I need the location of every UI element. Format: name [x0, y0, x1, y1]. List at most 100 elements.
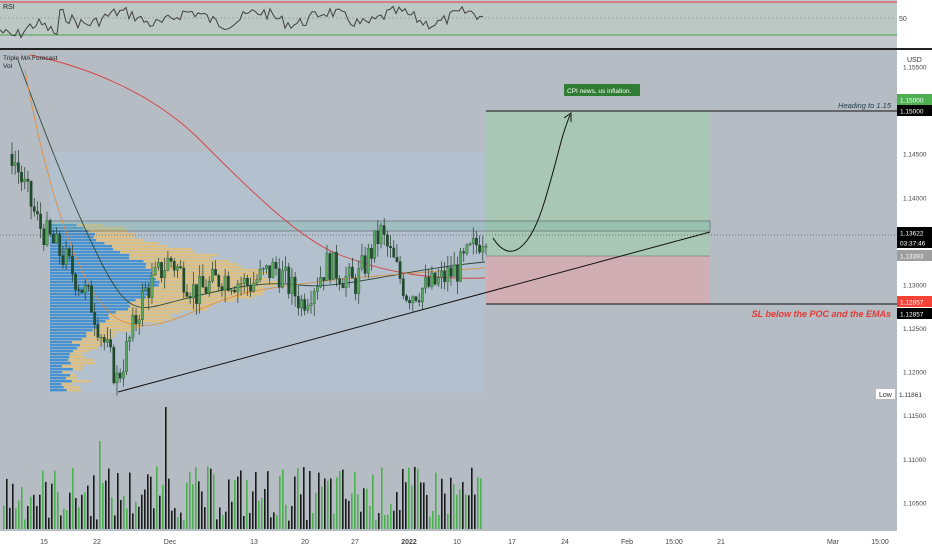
volume-bar — [228, 479, 230, 529]
take-profit-zone — [486, 111, 710, 256]
volume-bar — [9, 507, 11, 529]
price-axis-bg[interactable] — [897, 0, 932, 531]
volume-profile-bar-down — [50, 281, 279, 284]
volume-bar — [342, 469, 344, 529]
volume-bar — [339, 471, 341, 529]
volume-bar — [216, 519, 218, 529]
candle-body — [13, 162, 17, 166]
candle-body — [408, 300, 412, 304]
candle-body — [61, 255, 65, 265]
volume-profile-bar-down — [50, 284, 276, 287]
candle-body — [309, 303, 313, 306]
candle-body — [341, 284, 345, 289]
volume-profile-bar-down — [50, 308, 208, 311]
price-tick-label: 1.11500 — [903, 413, 926, 420]
volume-bar — [273, 512, 275, 529]
candle-body — [274, 262, 278, 269]
volume-profile — [50, 224, 279, 392]
candle-body — [223, 275, 227, 291]
candle-body — [316, 286, 319, 292]
price-label-badge — [897, 105, 932, 116]
volume-profile-bar-down — [50, 272, 270, 275]
ascending-trendline[interactable] — [117, 231, 711, 393]
volume-bar — [225, 511, 227, 529]
volume-bar — [321, 486, 323, 529]
volume-bar — [363, 488, 365, 529]
time-tick-label: 2022 — [401, 539, 417, 546]
candle-body — [10, 154, 14, 166]
volume-bar — [402, 469, 404, 529]
volume-profile-bar-up — [50, 266, 146, 269]
volume-bar — [258, 500, 260, 529]
resistance-zone[interactable] — [46, 220, 711, 232]
volume-profile-bar-down — [50, 365, 84, 368]
volume-bar — [312, 513, 314, 529]
projection-arrowhead — [563, 112, 572, 122]
volume-profile-bar-up — [50, 287, 149, 290]
volume-profile-bar-up — [50, 350, 74, 353]
volume-bar — [60, 515, 62, 529]
candle-body — [360, 255, 364, 269]
volume-profile-bar-down — [50, 239, 143, 242]
candle-body — [134, 315, 138, 324]
pane-separator[interactable] — [0, 48, 932, 50]
price-tick-label: 1.11000 — [903, 457, 926, 464]
candle-body — [201, 276, 205, 288]
price-label-badge — [897, 308, 932, 319]
volume-bar — [105, 480, 107, 529]
candle-body — [58, 233, 62, 256]
candle-body — [233, 289, 237, 293]
volume-bar — [69, 492, 71, 529]
volume-bar — [336, 477, 338, 529]
candle-body — [421, 288, 424, 303]
volume-bar — [204, 507, 206, 529]
volume-bar — [291, 505, 293, 529]
volume-profile-bar-up — [50, 242, 105, 245]
volume-bar — [249, 512, 251, 529]
candle-body — [20, 172, 23, 183]
volume-profile-bar-down — [50, 311, 182, 314]
volume-profile-bar-down — [50, 230, 127, 233]
volume-bar — [261, 497, 263, 529]
volume-profile-bar-down — [50, 227, 126, 230]
volume-bar — [114, 515, 116, 529]
ma-fast — [17, 59, 486, 308]
candle-body — [433, 272, 437, 285]
volume-bar — [435, 472, 437, 529]
candle-body — [195, 284, 198, 304]
candle-body — [52, 234, 55, 244]
indicator-label-vol[interactable]: Vol — [3, 63, 13, 70]
candle-body — [217, 275, 221, 287]
rsi-pane[interactable] — [0, 1, 897, 39]
price-axis-ticks: 1.10500 1.11000 1.11500 1.12000 1.12500 1.130… — [903, 64, 927, 507]
volume-profile-bar-up — [50, 290, 149, 293]
volume-profile-bar-up — [50, 359, 69, 362]
main-pane[interactable] — [0, 54, 897, 529]
volume-profile-bar-up — [50, 371, 63, 374]
volume-profile-bar-up — [50, 329, 93, 332]
candle-body — [179, 266, 182, 269]
candle-body — [351, 266, 354, 279]
volume-bar — [183, 520, 185, 529]
volume-profile-bar-down — [50, 248, 192, 251]
volume-bar — [441, 478, 443, 529]
volume-profile-bar-up — [50, 353, 70, 356]
volume-profile-bar-down — [50, 251, 195, 254]
volume-bar — [174, 508, 176, 529]
candle-body — [169, 257, 173, 262]
volume-bar — [417, 468, 419, 529]
volume-profile-bar-up — [50, 338, 82, 341]
volume-bar — [387, 514, 389, 529]
low-marker-value: 1.11861 — [899, 392, 922, 399]
price-tick-label: 1.12500 — [903, 326, 927, 333]
candle-body — [475, 237, 478, 246]
candle-body — [370, 247, 373, 259]
volume-profile-bar-down — [50, 359, 94, 362]
candle-body — [226, 275, 230, 291]
candle-body — [121, 371, 125, 379]
volume-bar — [18, 500, 20, 529]
volume-bar — [243, 515, 245, 529]
time-axis-bg[interactable] — [0, 531, 932, 550]
indicator-label-triple-ma[interactable]: Triple MA Forecast — [3, 55, 57, 62]
volume-bar — [222, 515, 224, 529]
